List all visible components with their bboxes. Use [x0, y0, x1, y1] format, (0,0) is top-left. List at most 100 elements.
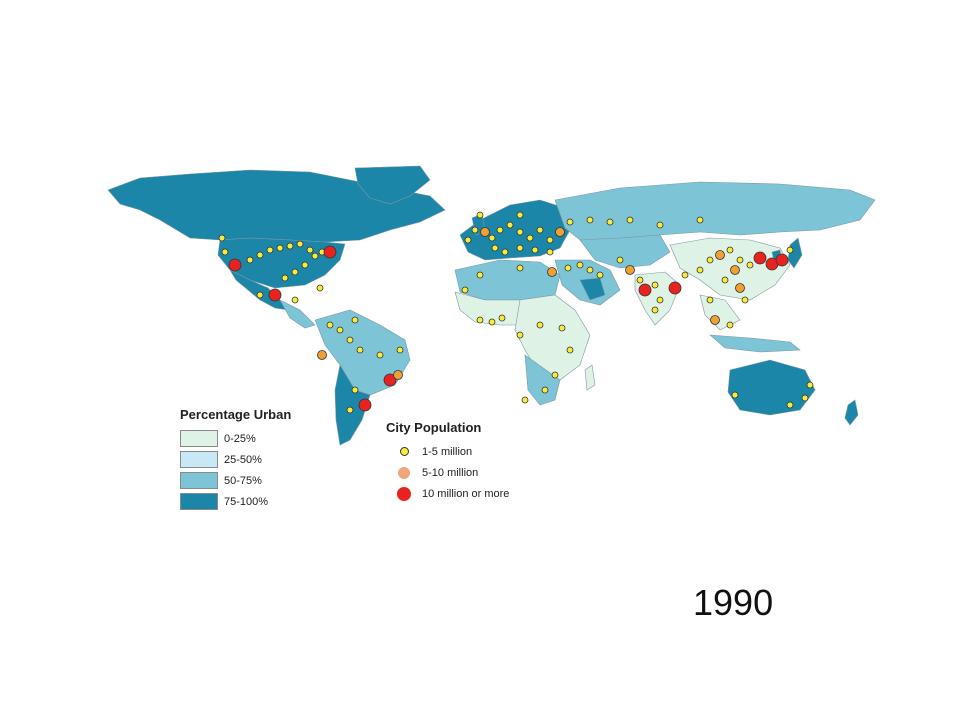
- small-city-marker: [491, 244, 499, 252]
- world-map: [107, 165, 876, 446]
- urban-legend-item: 50-75%: [180, 470, 291, 491]
- small-city-marker: [516, 264, 524, 272]
- region-south-america-south: [334, 364, 371, 446]
- small-city-marker: [586, 266, 594, 274]
- small-city-marker: [501, 248, 509, 256]
- small-city-marker: [506, 221, 514, 229]
- large-city-marker: [268, 288, 282, 302]
- urban-legend: Percentage Urban 0-25% 25-50% 50-75% 75-…: [180, 407, 291, 512]
- large-city-marker: [638, 283, 652, 297]
- urban-legend-label: 50-75%: [224, 474, 262, 487]
- region-australia: [727, 359, 816, 416]
- small-city-marker: [396, 346, 404, 354]
- small-city-marker: [221, 248, 229, 256]
- land-layer: [107, 165, 876, 446]
- urban-swatch-25-50: [180, 451, 218, 468]
- small-city-marker: [786, 401, 794, 409]
- small-city-marker: [256, 291, 264, 299]
- small-city-marker: [516, 228, 524, 236]
- population-legend: City Population 1-5 million 5-10 million…: [386, 420, 509, 504]
- small-city-marker: [636, 276, 644, 284]
- small-city-marker: [496, 226, 504, 234]
- urban-legend-label: 0-25%: [224, 432, 256, 445]
- small-city-marker: [246, 256, 254, 264]
- small-city-marker: [551, 371, 559, 379]
- medium-city-marker: [710, 315, 720, 325]
- small-city-marker: [266, 246, 274, 254]
- urban-swatch-0-25: [180, 430, 218, 447]
- small-city-marker: [606, 218, 614, 226]
- small-city-marker: [746, 261, 754, 269]
- small-city-marker: [576, 261, 584, 269]
- urban-legend-label: 75-100%: [224, 495, 269, 508]
- urban-swatch-50-75: [180, 472, 218, 489]
- population-legend-label: 1-5 million: [422, 445, 473, 458]
- small-city-marker: [316, 284, 324, 292]
- urban-legend-item: 0-25%: [180, 428, 291, 449]
- small-city-marker: [336, 326, 344, 334]
- small-city-marker: [476, 271, 484, 279]
- urban-legend-label: 25-50%: [224, 453, 262, 466]
- urban-legend-item: 75-100%: [180, 491, 291, 512]
- small-city-marker: [726, 321, 734, 329]
- small-city-dot-icon: [399, 447, 409, 456]
- small-city-marker: [616, 256, 624, 264]
- small-city-marker: [531, 246, 539, 254]
- small-city-marker: [696, 266, 704, 274]
- small-city-marker: [558, 324, 566, 332]
- region-central-america: [279, 299, 316, 329]
- small-city-marker: [301, 261, 309, 269]
- small-city-marker: [731, 391, 739, 399]
- medium-city-marker: [730, 265, 740, 275]
- medium-city-marker: [735, 283, 745, 293]
- large-city-marker: [383, 373, 397, 387]
- small-city-marker: [346, 336, 354, 344]
- small-city-marker: [218, 234, 226, 242]
- small-city-marker: [546, 248, 554, 256]
- small-city-marker: [326, 321, 334, 329]
- small-city-marker: [488, 234, 496, 242]
- large-city-marker: [753, 251, 767, 265]
- small-city-marker: [256, 251, 264, 259]
- region-new-zealand: [844, 399, 859, 426]
- small-city-marker: [801, 394, 809, 402]
- medium-city-marker: [480, 227, 490, 237]
- urban-legend-item: 25-50%: [180, 449, 291, 470]
- large-city-marker: [775, 253, 789, 267]
- small-city-marker: [526, 234, 534, 242]
- large-city-dot-icon: [397, 486, 411, 501]
- small-city-marker: [351, 386, 359, 394]
- small-city-marker: [291, 268, 299, 276]
- population-legend-item: 10 million or more: [386, 483, 509, 504]
- small-city-marker: [566, 218, 574, 226]
- small-city-marker: [651, 281, 659, 289]
- region-canada-alaska: [107, 169, 446, 243]
- small-city-marker: [476, 316, 484, 324]
- region-japan: [787, 237, 803, 269]
- small-city-marker: [276, 244, 284, 252]
- population-legend-item: 1-5 million: [386, 441, 509, 462]
- medium-city-dot-icon: [398, 466, 410, 479]
- large-city-marker: [323, 245, 337, 259]
- medium-city-marker: [625, 265, 635, 275]
- small-city-marker: [564, 264, 572, 272]
- medium-city-marker: [393, 370, 403, 380]
- medium-city-marker: [547, 267, 557, 277]
- small-city-marker: [488, 318, 496, 326]
- small-city-marker: [286, 242, 294, 250]
- population-legend-title: City Population: [386, 420, 482, 435]
- population-legend-label: 10 million or more: [422, 487, 510, 500]
- city-markers: [218, 211, 814, 414]
- small-city-marker: [626, 216, 634, 224]
- population-legend-label: 5-10 million: [422, 466, 479, 479]
- small-city-marker: [741, 296, 749, 304]
- small-city-marker: [351, 316, 359, 324]
- region-southeast-asia: [699, 294, 741, 331]
- large-city-marker: [668, 281, 682, 295]
- small-city-marker: [566, 346, 574, 354]
- small-city-marker: [516, 331, 524, 339]
- medium-city-marker: [317, 350, 327, 360]
- urban-swatch-75-100: [180, 493, 218, 510]
- year-label: 1990: [693, 582, 774, 623]
- region-indonesia: [709, 334, 801, 353]
